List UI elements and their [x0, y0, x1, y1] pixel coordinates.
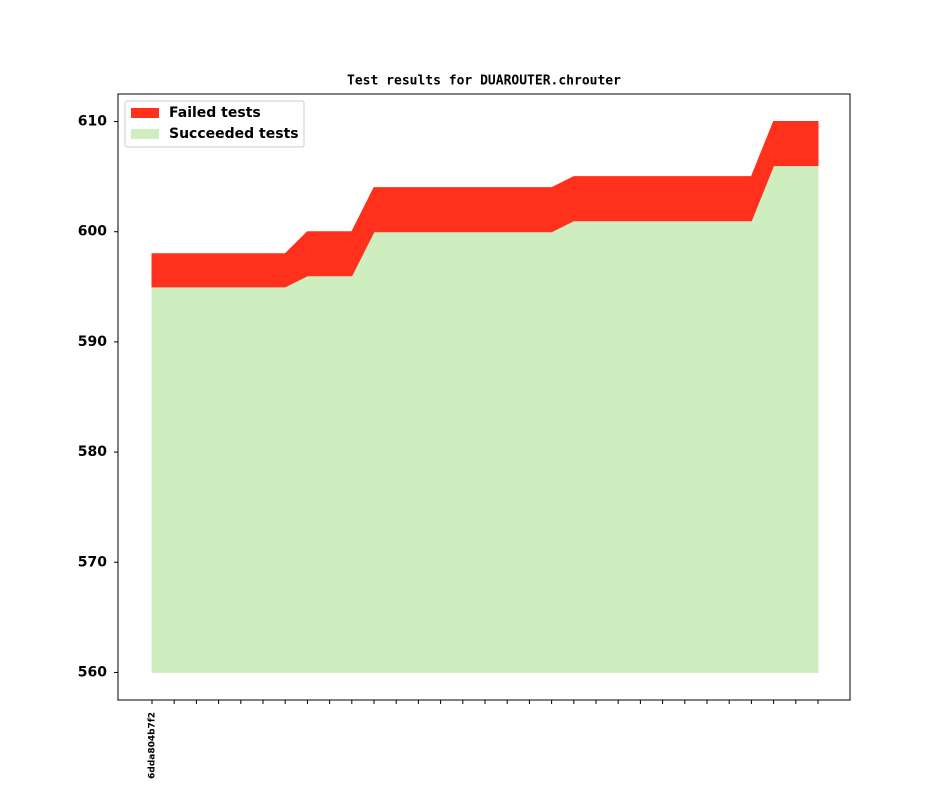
y-tick-label: 610	[78, 114, 107, 130]
area	[151, 165, 819, 673]
legend-label: Succeeded tests	[169, 126, 299, 142]
y-tick-label: 600	[78, 224, 107, 240]
legend-label: Failed tests	[169, 105, 261, 121]
plot-area	[151, 121, 819, 673]
x-tick-label: 6dda804b7f2	[148, 712, 158, 779]
y-tick-label: 570	[78, 554, 107, 570]
legend-swatch	[131, 129, 159, 139]
y-tick-label: 590	[78, 334, 107, 350]
chart-title: Test results for DUAROUTER.chrouter	[347, 74, 621, 89]
axes-frame	[117, 93, 851, 701]
y-tick-label: 560	[78, 664, 107, 680]
y-tick-label: 580	[78, 444, 107, 460]
legend-swatch	[131, 108, 159, 118]
legend-box	[124, 100, 305, 148]
area	[151, 121, 819, 288]
